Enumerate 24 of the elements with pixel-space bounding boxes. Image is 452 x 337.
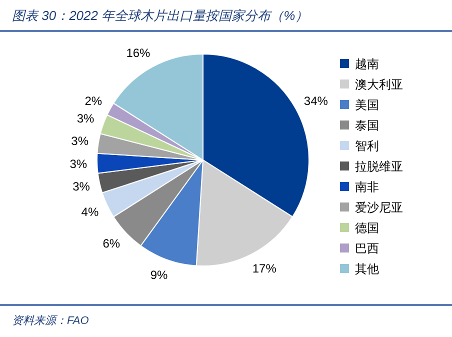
legend-label: 越南 bbox=[355, 57, 379, 71]
legend-label: 巴西 bbox=[355, 242, 379, 256]
legend-label: 澳大利亚 bbox=[355, 78, 403, 92]
legend-label: 爱沙尼亚 bbox=[355, 200, 403, 214]
data-label: 17% bbox=[252, 262, 277, 276]
data-label: 3% bbox=[70, 156, 88, 171]
legend-label: 拉脱维亚 bbox=[355, 160, 403, 174]
data-label: 2% bbox=[84, 94, 102, 108]
legend-label: 泰国 bbox=[355, 118, 379, 132]
data-label: 16% bbox=[126, 46, 151, 60]
legend-label: 南非 bbox=[355, 180, 379, 194]
data-label: 3% bbox=[72, 180, 90, 194]
data-label: 9% bbox=[150, 268, 168, 282]
legend-label: 德国 bbox=[355, 221, 379, 235]
data-label: 3% bbox=[76, 112, 95, 126]
legend-label: 其他 bbox=[355, 262, 379, 276]
data-label: 34% bbox=[304, 94, 328, 108]
data-label: 3% bbox=[71, 134, 89, 148]
data-label: 6% bbox=[102, 236, 120, 251]
legend-label: 美国 bbox=[355, 98, 379, 112]
legend-label: 智利 bbox=[355, 139, 379, 153]
data-label: 4% bbox=[81, 204, 99, 219]
text: 资料来源：FAO bbox=[12, 314, 90, 327]
chart-title: 图表 30：2022 年全球木片出口量按国家分布（%） bbox=[12, 8, 308, 23]
